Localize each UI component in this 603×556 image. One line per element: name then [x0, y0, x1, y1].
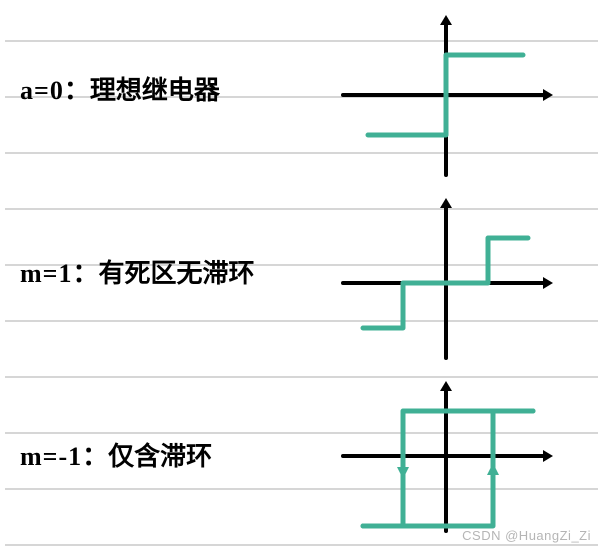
- ideal-relay-diagram: [323, 5, 573, 190]
- diagram-row: m=-1：仅含滞环: [0, 366, 603, 549]
- desc-text: ：仅含滞环: [82, 441, 212, 471]
- desc-text: ：理想继电器: [64, 75, 220, 105]
- diagram-row: m=1：有死区无滞环: [0, 183, 603, 366]
- diagram-row: a=0：理想继电器: [0, 0, 603, 183]
- param-text: a=0: [20, 76, 64, 105]
- param-text: m=-1: [20, 442, 82, 471]
- row-label: m=1：有死区无滞环: [20, 253, 255, 290]
- desc-text: ：有死区无滞环: [72, 258, 254, 288]
- param-text: m=1: [20, 259, 72, 288]
- watermark: CSDN @HuangZi_Zi: [462, 528, 591, 543]
- row-label: m=-1：仅含滞环: [20, 436, 212, 473]
- deadzone-no-hysteresis-diagram: [323, 188, 573, 373]
- row-label: a=0：理想继电器: [20, 70, 220, 107]
